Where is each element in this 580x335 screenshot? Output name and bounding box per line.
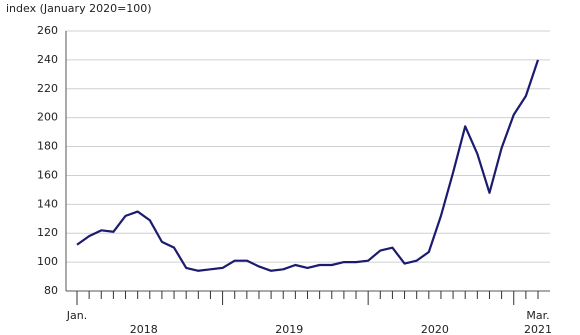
y-axis-label: index (January 2020=100) [6, 2, 152, 15]
y-tick-label: 160 [37, 168, 58, 181]
y-tick-label: 220 [37, 82, 58, 95]
x-tick-label: Jan. [66, 309, 87, 322]
y-tick-label: 200 [37, 111, 58, 124]
y-tick-label: 180 [37, 140, 58, 153]
x-group-label: 2019 [275, 323, 303, 335]
x-tick-label: Mar. [526, 309, 549, 322]
y-tick-label: 140 [37, 197, 58, 210]
y-tick-label: 100 [37, 255, 58, 268]
y-tick-label: 260 [37, 24, 58, 37]
x-group-label: 2021 [524, 323, 552, 335]
data-line [76, 59, 540, 272]
x-group-label: 2018 [130, 323, 158, 335]
y-tick-label: 120 [37, 226, 58, 239]
y-tick-label: 240 [37, 53, 58, 66]
y-tick-label: 80 [44, 284, 58, 297]
x-group-label: 2020 [421, 323, 449, 335]
